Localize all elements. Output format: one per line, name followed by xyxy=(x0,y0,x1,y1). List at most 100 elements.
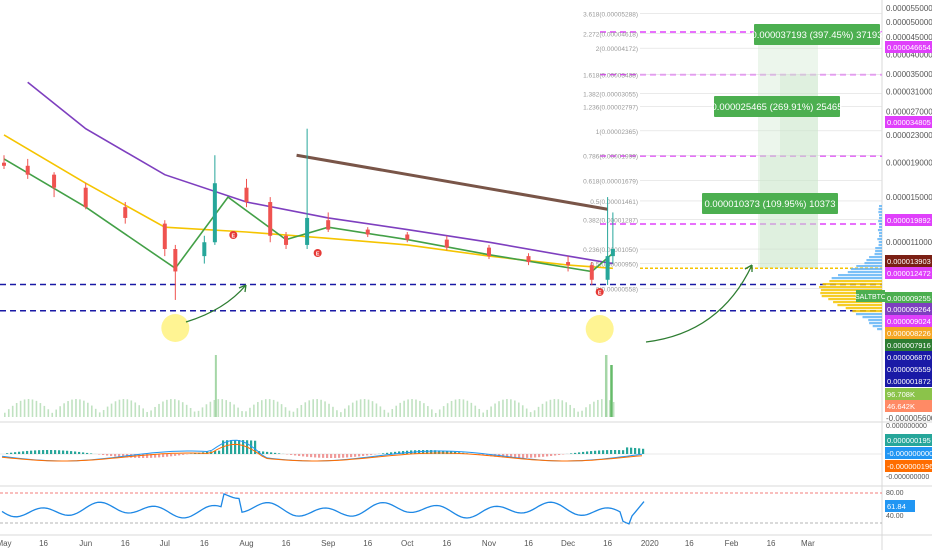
event-marker-dot[interactable] xyxy=(313,249,322,257)
event-markers[interactable]: E E E xyxy=(229,231,604,297)
volume-bar xyxy=(367,399,370,417)
volume-bar xyxy=(122,399,125,417)
fib-label: 1.618(0.00003488) xyxy=(583,72,638,79)
price-tag-label: 0.000013903 xyxy=(887,257,931,266)
macd-histogram-bar xyxy=(74,451,77,454)
descending-trendline[interactable] xyxy=(296,153,608,211)
macd-histogram-bar xyxy=(182,454,185,455)
target-label-box[interactable] xyxy=(714,96,840,117)
target-label-box[interactable] xyxy=(754,24,880,45)
arrow-head xyxy=(744,264,753,272)
macd-value-tag xyxy=(885,434,932,446)
price-tags[interactable]: 0.000046654 0.000034805 0.000019892 0.00001… xyxy=(855,41,932,412)
macd-histogram-bar xyxy=(642,448,645,454)
event-marker-dot[interactable] xyxy=(595,288,604,296)
volume-bar xyxy=(249,407,251,417)
macd-histogram-bar xyxy=(434,450,437,454)
volume-bar xyxy=(47,409,50,417)
target-label-box[interactable] xyxy=(702,193,838,214)
volume-bar xyxy=(312,399,314,417)
volume-bar xyxy=(55,409,57,417)
macd-histogram-bar xyxy=(546,454,549,457)
macd-histogram-bar xyxy=(226,440,229,454)
price-tag xyxy=(885,255,932,267)
volume-bar xyxy=(351,402,354,417)
event-marker-dot[interactable] xyxy=(229,231,238,239)
price-tag xyxy=(885,363,932,375)
candle-body xyxy=(123,207,128,218)
volume-bar xyxy=(549,399,552,417)
volume-bar xyxy=(454,399,457,417)
price-tick-label: 0.000011000 xyxy=(886,238,932,247)
price-tag xyxy=(885,292,932,304)
volume-bar xyxy=(585,407,587,417)
macd-histogram-bar xyxy=(306,454,309,457)
macd-histogram-bar xyxy=(218,450,221,454)
volume-bar xyxy=(395,405,398,417)
profile-bar xyxy=(875,250,882,253)
macd-value-tag xyxy=(885,460,932,472)
price-tag-label: 0.000009024 xyxy=(887,317,931,326)
macd-histogram-bar xyxy=(490,454,493,457)
volume-bar xyxy=(15,402,18,417)
highlight-circle xyxy=(585,315,614,343)
price-candles xyxy=(2,128,615,300)
volume-bar xyxy=(276,401,279,417)
time-tick-label: 16 xyxy=(442,539,451,548)
volume-bar xyxy=(561,400,564,417)
macd-histogram-bar xyxy=(194,453,197,454)
macd-histogram-bar xyxy=(322,454,325,458)
volume-bar xyxy=(83,400,85,417)
fib-label: 3.618(0.00005288) xyxy=(583,12,638,19)
macd-histogram-bar xyxy=(582,451,585,454)
fib-label: 1.382(0.00003055) xyxy=(583,92,638,99)
macd-signal-line xyxy=(1,443,643,462)
price-tag xyxy=(885,41,932,53)
macd-histogram-bar xyxy=(342,454,345,458)
volume-bar xyxy=(59,406,61,417)
volume-bar xyxy=(221,399,224,417)
macd-histogram-bar xyxy=(370,454,373,455)
macd-histogram-bar xyxy=(118,454,121,457)
profile-bar xyxy=(820,292,882,295)
candle-body xyxy=(566,262,571,266)
volume-bar xyxy=(114,401,117,417)
macd-histogram-bar xyxy=(354,454,357,457)
price-tick-label: 0.000040000 xyxy=(886,50,932,59)
macd-histogram-bar xyxy=(318,454,321,458)
profile-bar xyxy=(878,244,882,247)
profile-bar xyxy=(820,289,882,292)
volume-bar xyxy=(474,405,477,417)
target-box xyxy=(758,31,818,269)
macd-histogram-bar xyxy=(590,451,593,454)
macd-histogram-bar xyxy=(262,451,265,454)
fib-label: 1.236(0.00002797) xyxy=(583,104,638,111)
time-axis[interactable]: May 16 Jun 16 Jul 16 Aug 16 Sep 16 Oct 16 Nov 16 Dec 16… xyxy=(0,539,815,548)
profile-bar xyxy=(869,322,882,325)
macd-histogram-bar xyxy=(598,450,601,454)
macd-value-label: -0.000000000 xyxy=(887,449,932,458)
volume-bar xyxy=(359,399,362,417)
volume-bar xyxy=(185,404,188,417)
profile-bar xyxy=(879,235,882,238)
volume-bar xyxy=(158,403,160,417)
volume-bar xyxy=(288,410,291,417)
volume-bar xyxy=(466,400,469,417)
macd-value-tag xyxy=(885,447,932,459)
rsi-value-label: 61.84 xyxy=(887,502,906,511)
macd-histogram-bar xyxy=(294,454,297,456)
time-tick-label: Aug xyxy=(239,539,253,548)
macd-histogram-bar xyxy=(38,450,41,454)
volume-bar xyxy=(87,402,89,417)
macd-histogram-bar xyxy=(330,454,333,458)
profile-bar xyxy=(877,229,882,232)
price-tag-label: 0.000009255 xyxy=(887,294,931,303)
profile-bar xyxy=(878,241,882,244)
volume-bar xyxy=(589,404,591,417)
target-labels[interactable]: 0.000037193 (397.45%) 37193 0.000025465 (… xyxy=(702,24,883,214)
macd-histogram-bar xyxy=(310,454,313,458)
volume-bar xyxy=(31,399,34,417)
macd-histogram-bar xyxy=(398,451,401,454)
